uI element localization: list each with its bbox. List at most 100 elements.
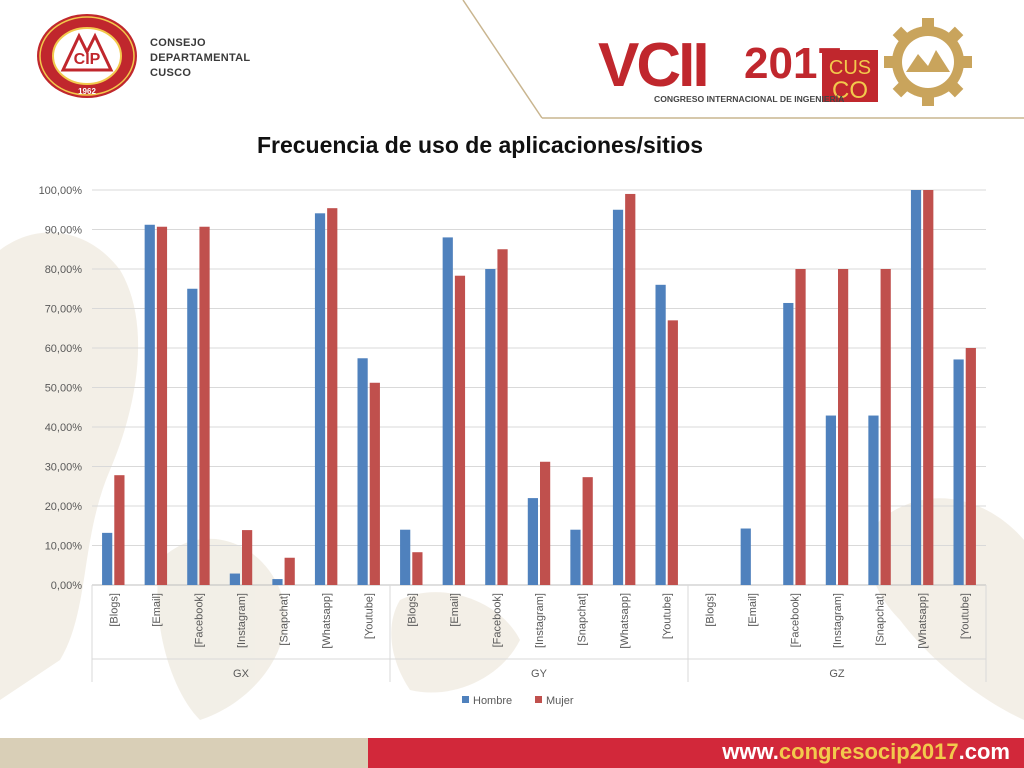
chart-grid	[92, 189, 986, 586]
legend-swatch	[462, 696, 469, 703]
y-tick-label: 100,00%	[39, 185, 83, 197]
y-tick-label: 30,00%	[45, 462, 83, 474]
legend-label: Hombre	[473, 695, 512, 707]
seal-year: 1962	[78, 87, 96, 96]
bar-hombre	[527, 498, 538, 585]
legend-label: Mujer	[546, 695, 574, 707]
chart-legend: Hombre Mujer	[462, 695, 574, 707]
bar-mujer	[199, 226, 210, 586]
seal-initials: CIP	[74, 51, 101, 68]
bar-mujer	[880, 269, 891, 585]
event-city-bottom: CO	[832, 77, 868, 104]
y-tick-label: 50,00%	[45, 383, 83, 395]
bar-mujer	[412, 552, 423, 585]
bar-hombre	[485, 269, 496, 585]
bar-hombre	[314, 213, 326, 585]
x-category-label: [Facebook]	[789, 593, 801, 647]
bar-hombre	[102, 532, 113, 585]
chart-title: Frecuencia de uso de aplicaciones/sitios	[256, 132, 704, 158]
bar-hombre	[357, 358, 368, 585]
bar-mujer	[284, 557, 295, 585]
bar-mujer	[965, 348, 976, 585]
cip-seal-logo: CIP 1962	[37, 14, 137, 98]
x-category-label: [Instagram]	[236, 593, 248, 648]
x-category-label: [Blogs]	[108, 593, 120, 627]
bar-mujer	[156, 226, 168, 586]
footer-right-band: www.congresocip2017.com	[368, 738, 1024, 768]
x-category-label: [Blogs]	[704, 593, 716, 627]
group-label: GY	[531, 668, 548, 680]
y-axis-ticks: 0,00% 10,00% 20,00% 30,00% 40,00% 50,00% 60,00…	[39, 185, 83, 592]
bar-mujer	[923, 190, 934, 585]
y-tick-label: 70,00%	[45, 304, 83, 316]
bar-hombre	[442, 237, 453, 585]
bar-mujer	[838, 269, 849, 585]
event-logo: VCII 2017 CUS CO CONGRESO INTERNACIONAL …	[598, 18, 972, 106]
x-category-label: [Instagram]	[832, 593, 844, 648]
url-highlight: congresocip2017	[778, 739, 959, 764]
bar-hombre	[868, 415, 879, 585]
x-axis-groups: GX GY GZ	[91, 585, 987, 682]
bar-hombre	[825, 415, 836, 585]
x-category-label: [Whatsapp]	[619, 593, 631, 649]
bar-hombre	[910, 190, 922, 585]
x-category-label: [Facebook]	[491, 593, 503, 647]
x-category-label: [Email]	[151, 593, 163, 627]
org-name-line-1: CONSEJO	[150, 37, 206, 49]
bar-mujer	[242, 530, 253, 585]
bar-hombre	[740, 528, 751, 585]
x-category-label: [Whatsapp]	[321, 593, 333, 649]
event-city-top: CUS	[829, 57, 871, 79]
bar-hombre	[187, 288, 198, 585]
chart-bars	[102, 190, 976, 586]
bar-mujer	[625, 193, 636, 585]
bar-hombre	[272, 579, 283, 585]
event-subtitle: CONGRESO INTERNACIONAL DE INGENIERÍA	[654, 94, 844, 104]
bar-mujer	[114, 475, 125, 585]
bar-mujer	[582, 477, 593, 585]
bar-hombre	[400, 529, 411, 585]
group-label: GZ	[829, 668, 845, 680]
bar-hombre	[953, 359, 964, 585]
org-name-line-3: CUSCO	[150, 67, 192, 79]
y-tick-label: 80,00%	[45, 264, 83, 276]
y-tick-label: 0,00%	[51, 580, 82, 592]
bar-hombre	[570, 529, 581, 585]
bar-hombre	[229, 573, 240, 585]
bar-mujer	[540, 461, 551, 585]
x-category-label: [Youtube]	[662, 593, 674, 639]
url-prefix: www.	[722, 739, 779, 764]
event-roman-numeral: VCII	[598, 31, 707, 100]
x-category-label: [Instagram]	[534, 593, 546, 648]
org-name: CONSEJO DEPARTAMENTAL CUSCO	[150, 36, 250, 81]
bar-hombre	[612, 209, 624, 585]
group-label: GX	[233, 668, 250, 680]
bar-mujer	[497, 249, 508, 585]
y-tick-label: 60,00%	[45, 343, 83, 355]
bar-mujer	[454, 275, 466, 585]
bar-hombre	[655, 284, 666, 585]
x-axis-categories: [Blogs] [Email] [Facebook] [Instagram] [Snap…	[108, 593, 971, 649]
y-tick-label: 90,00%	[45, 225, 83, 237]
x-category-label: [Youtube]	[364, 593, 376, 639]
website-url: www.congresocip2017.com	[722, 739, 1010, 765]
bar-hombre	[783, 302, 794, 585]
x-category-label: [Blogs]	[406, 593, 418, 627]
bar-mujer	[369, 382, 380, 585]
x-category-label: [Whatsapp]	[917, 593, 929, 649]
y-tick-label: 20,00%	[45, 501, 83, 513]
x-category-label: [Email]	[449, 593, 461, 627]
bar-mujer	[327, 208, 338, 586]
x-category-label: [Snapchat]	[279, 593, 291, 646]
x-category-label: [Youtube]	[960, 593, 972, 639]
bar-mujer	[795, 269, 806, 585]
legend-swatch	[535, 696, 542, 703]
footer-bar: www.congresocip2017.com	[0, 738, 1024, 768]
y-tick-label: 10,00%	[45, 541, 83, 553]
bar-chart: 0,00% 10,00% 20,00% 30,00% 40,00% 50,00% 60,00…	[39, 185, 987, 707]
org-name-line-2: DEPARTAMENTAL	[150, 52, 251, 64]
y-tick-label: 40,00%	[45, 422, 83, 434]
footer-left-band	[0, 738, 368, 768]
url-suffix: .com	[958, 739, 1010, 764]
